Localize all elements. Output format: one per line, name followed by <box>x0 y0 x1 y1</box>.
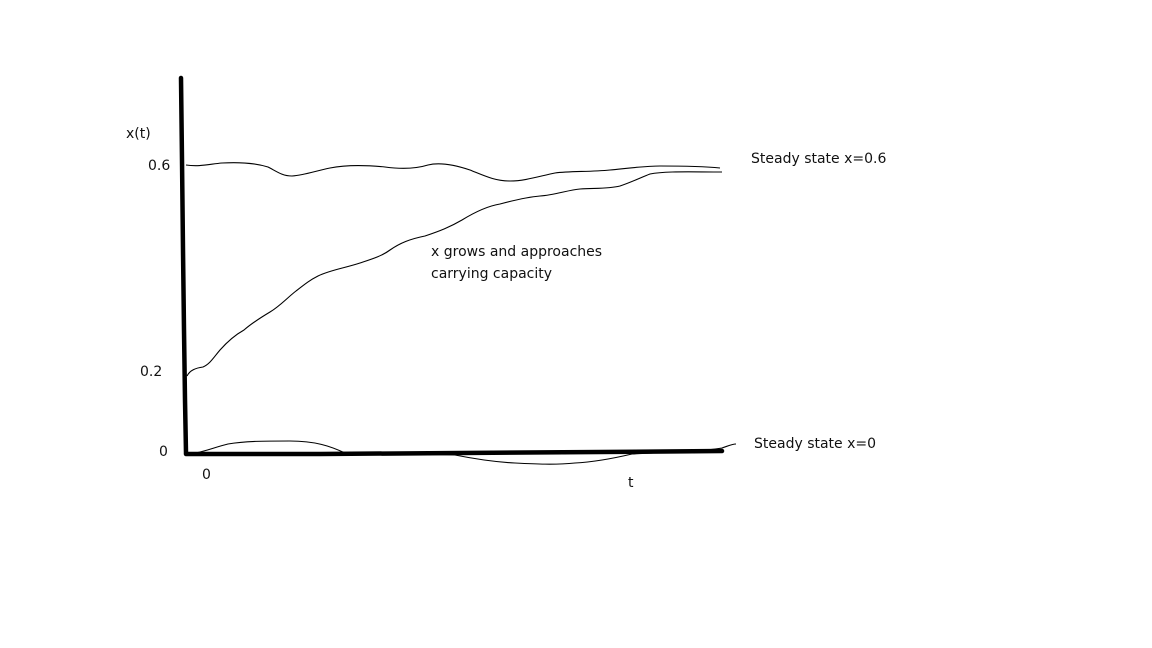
y-tick-0: 0 <box>159 444 168 460</box>
steady-state-0.6-curve <box>185 162 721 182</box>
steady-state-top-label: Steady state x=0.6 <box>751 151 887 167</box>
x-axis <box>183 448 725 457</box>
y-axis-label: x(t) <box>126 126 151 142</box>
y-tick-0.2: 0.2 <box>140 364 163 380</box>
x-axis-label: t <box>628 475 634 491</box>
growth-annotation-line-1: x grows and approaches <box>431 244 603 260</box>
growth-curve <box>186 171 723 377</box>
steady-state-0-curve <box>189 440 737 465</box>
x-tick-0: 0 <box>202 467 211 483</box>
growth-annotation: x grows and approaches carrying capacity <box>431 241 602 285</box>
steady-state-bottom-label: Steady state x=0 <box>754 436 877 452</box>
y-tick-0.6: 0.6 <box>148 158 171 174</box>
y-axis <box>178 75 189 456</box>
growth-annotation-line-2: carrying capacity <box>431 266 553 282</box>
